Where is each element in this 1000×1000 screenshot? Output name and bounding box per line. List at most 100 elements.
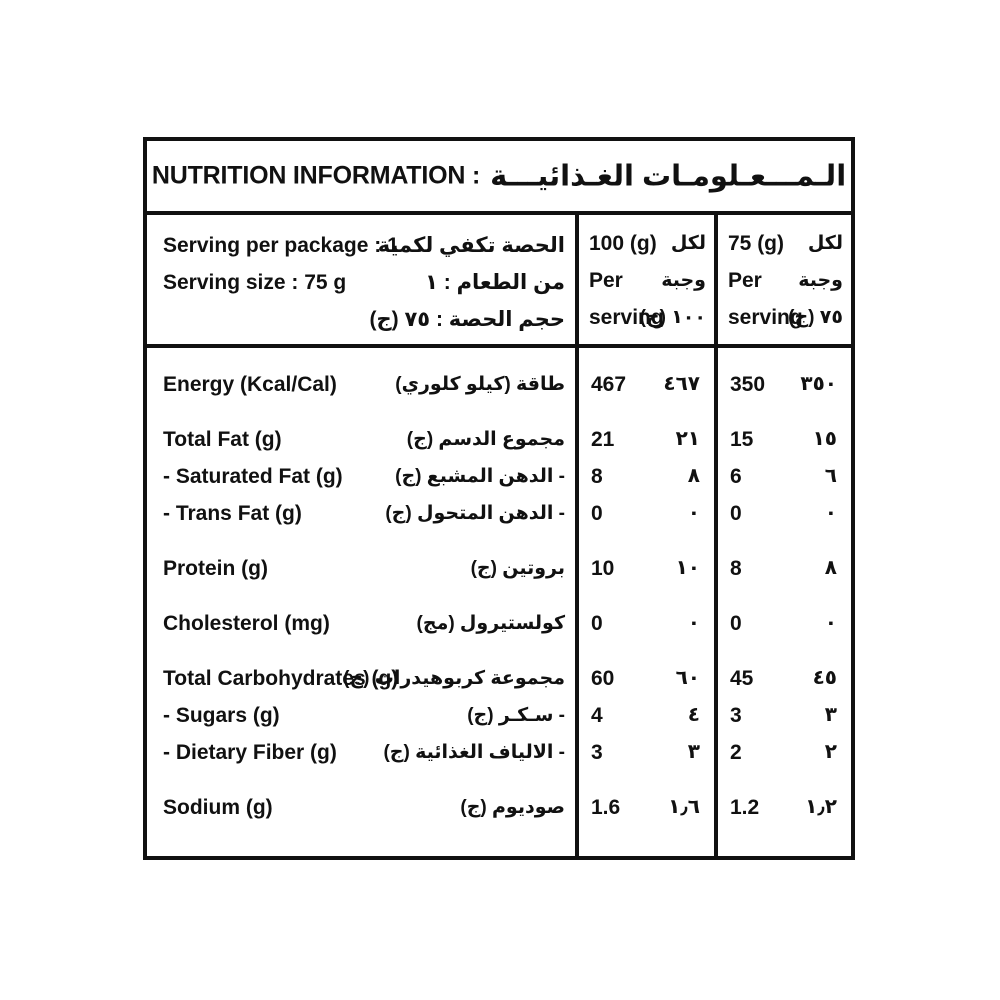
nutrient-name-arabic: - سـكـر (ج) xyxy=(467,705,565,726)
serving-per-package-english: Serving per package : 1 xyxy=(163,234,399,257)
serving-line: حجم الحصة : ٧٥ (ج) xyxy=(163,301,566,338)
nutrient-name-english: Energy (Kcal/Cal) xyxy=(163,373,337,396)
value-per-75g-arabic: ٣ xyxy=(824,704,837,726)
table-row: Cholesterol (mg) كولستيرول (مج) 0 ٠ 0 ٠ xyxy=(147,605,851,642)
value-per-75g: 0 xyxy=(730,502,742,525)
value-per-100g: 1.6 xyxy=(591,796,621,819)
serving-per-package-arabic-cont: من الطعام : ١ xyxy=(425,271,565,294)
table-row: Total Fat (g) مجموع الدسم (ج) 21 ٢١ 15 ١٥ xyxy=(147,421,851,458)
per-100g-per-english: Per xyxy=(589,269,623,292)
value-per-75g-arabic: ٠ xyxy=(824,612,837,634)
per-100g-line1-arabic: لكل xyxy=(670,233,706,254)
value-per-75g-arabic: ١٥ xyxy=(812,428,837,450)
table-row: - Dietary Fiber (g) - الالياف الغذائية (ج… xyxy=(147,734,851,771)
nutrient-group: Sodium (g) صوديوم (ج) 1.6 ١٫٦ 1.2 ١٫٢ xyxy=(147,789,851,826)
column-header-line: Per وجبة xyxy=(728,262,843,299)
value-per-100g-arabic: ٨ xyxy=(687,465,700,487)
value-cell-per-75g: 15 ١٥ xyxy=(714,421,851,458)
value-cell-per-75g: 45 ٤٥ xyxy=(714,660,851,697)
table-row: - Trans Fat (g) - الدهن المتحول (ج) 0 ٠ 0 ٠ xyxy=(147,495,851,532)
nutrient-group: Total Fat (g) مجموع الدسم (ج) 21 ٢١ 15 ١٥ - Sa… xyxy=(147,421,851,532)
nutrition-information-table: NUTRITION INFORMATION : الـمـــعـلومـات … xyxy=(143,137,855,860)
nutrient-name-arabic: طاقة (كيلو كلوري) xyxy=(395,374,565,395)
value-per-100g: 3 xyxy=(591,741,603,764)
value-per-100g-arabic: ٣ xyxy=(687,741,700,763)
table-title-arabic: الـمـــعـلومـات الغـذائيـــة xyxy=(490,160,847,193)
per-75g-line1-arabic: لكل xyxy=(807,233,843,254)
column-header-per-75g: 75 (g) لكل Per وجبة serving ٧٥ (ج) xyxy=(714,215,851,344)
table-title-english: NUTRITION INFORMATION : xyxy=(151,161,481,190)
serving-and-column-header-band: Serving per package : 1 الحصة تكفي لكمية… xyxy=(147,215,851,348)
value-per-75g: 45 xyxy=(730,667,754,690)
value-per-75g: 2 xyxy=(730,741,742,764)
value-per-75g: 1.2 xyxy=(730,796,760,819)
value-per-75g-arabic: ٨ xyxy=(824,557,837,579)
value-per-75g: 3 xyxy=(730,704,742,727)
value-per-75g-arabic: ٣٥٠ xyxy=(800,373,837,395)
per-75g-amount-english: 75 (g) xyxy=(728,232,785,255)
value-per-75g-arabic: ٢ xyxy=(824,741,837,763)
value-per-75g: 6 xyxy=(730,465,742,488)
value-cell-per-100g: 467 ٤٦٧ xyxy=(575,366,714,403)
value-cell-per-75g: 350 ٣٥٠ xyxy=(714,366,851,403)
nutrient-group: Protein (g) بروتين (ج) 10 ١٠ 8 ٨ xyxy=(147,550,851,587)
value-per-100g-arabic: ٠ xyxy=(687,612,700,634)
value-per-100g: 60 xyxy=(591,667,615,690)
table-row: Energy (Kcal/Cal) طاقة (كيلو كلوري) 467 ٤٦٧… xyxy=(147,366,851,403)
table-title-row: NUTRITION INFORMATION : الـمـــعـلومـات … xyxy=(147,141,851,215)
nutrient-name-english: - Sugars (g) xyxy=(163,704,280,727)
nutrient-name-arabic: - الدهن المتحول (ج) xyxy=(385,503,565,524)
table-row: - Sugars (g) - سـكـر (ج) 4 ٤ 3 ٣ xyxy=(147,697,851,734)
column-divider-1 xyxy=(575,348,579,856)
value-cell-per-75g: 1.2 ١٫٢ xyxy=(714,789,851,826)
column-header-line: serving ١٠٠ (ج) xyxy=(589,299,706,336)
value-per-100g-arabic: ٢١ xyxy=(675,428,700,450)
value-cell-per-100g: 1.6 ١٫٦ xyxy=(575,789,714,826)
nutrient-group: Energy (Kcal/Cal) طاقة (كيلو كلوري) 467 ٤٦٧… xyxy=(147,366,851,403)
value-cell-per-100g: 60 ٦٠ xyxy=(575,660,714,697)
nutrient-name-english: - Trans Fat (g) xyxy=(163,502,302,525)
value-per-100g-arabic: ٦٠ xyxy=(675,667,700,689)
column-divider-2 xyxy=(714,348,718,856)
serving-per-package-arabic: الحصة تكفي لكمية xyxy=(377,234,565,257)
column-header-line: 75 (g) لكل xyxy=(728,225,843,262)
nutrient-groups: Energy (Kcal/Cal) طاقة (كيلو كلوري) 467 ٤٦٧… xyxy=(147,348,851,826)
per-75g-per-english: Per xyxy=(728,269,762,292)
per-75g-serving-english: serving xyxy=(728,306,803,329)
per-100g-serving-english: serving xyxy=(589,306,664,329)
value-per-75g: 0 xyxy=(730,612,742,635)
nutrient-name-english: Total Carbohydrates (g) xyxy=(163,667,399,690)
value-per-75g: 350 xyxy=(730,373,766,396)
nutrient-name-arabic: بروتين (ج) xyxy=(470,558,565,579)
value-cell-per-100g: 21 ٢١ xyxy=(575,421,714,458)
value-per-100g: 0 xyxy=(591,502,603,525)
per-75g-line2-arabic: وجبة xyxy=(798,270,843,291)
table-row: Sodium (g) صوديوم (ج) 1.6 ١٫٦ 1.2 ١٫٢ xyxy=(147,789,851,826)
table-row: Total Carbohydrates (g) مجموعة كربوهيدرات… xyxy=(147,660,851,697)
column-header-line: Per وجبة xyxy=(589,262,706,299)
nutrient-rows-body: Energy (Kcal/Cal) طاقة (كيلو كلوري) 467 ٤٦٧… xyxy=(147,348,851,856)
nutrient-name-english: Cholesterol (mg) xyxy=(163,612,330,635)
value-per-75g-arabic: ١٫٢ xyxy=(805,796,837,818)
nutrient-name-arabic: كولستيرول (مج) xyxy=(416,613,565,634)
nutrient-name-english: Total Fat (g) xyxy=(163,428,282,451)
table-row: - Saturated Fat (g) - الدهن المشبع (ج) 8 ٨ 6… xyxy=(147,458,851,495)
value-per-100g-arabic: ٤ xyxy=(687,704,700,726)
value-per-100g: 467 xyxy=(591,373,627,396)
nutrient-group: Cholesterol (mg) كولستيرول (مج) 0 ٠ 0 ٠ xyxy=(147,605,851,642)
nutrient-name-arabic: - الدهن المشبع (ج) xyxy=(395,466,565,487)
serving-info-cell: Serving per package : 1 الحصة تكفي لكمية… xyxy=(147,215,575,344)
nutrient-group: Total Carbohydrates (g) مجموعة كربوهيدرات… xyxy=(147,660,851,771)
value-per-100g: 8 xyxy=(591,465,603,488)
value-per-100g: 21 xyxy=(591,428,615,451)
per-100g-line3-arabic: ١٠٠ (ج) xyxy=(639,307,706,328)
